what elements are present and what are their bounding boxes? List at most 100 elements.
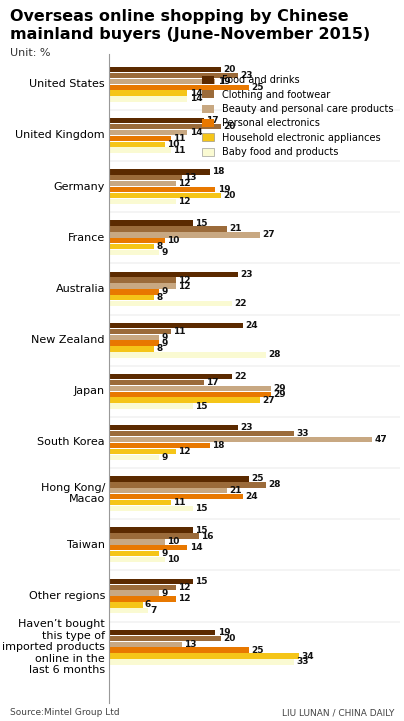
Text: 9: 9 [162, 588, 168, 598]
Bar [109, 557, 165, 562]
Text: 12: 12 [179, 180, 191, 188]
Bar [109, 335, 160, 340]
Text: 10: 10 [167, 140, 180, 149]
Bar [109, 454, 160, 460]
Text: 29: 29 [274, 390, 286, 399]
Bar [109, 482, 266, 487]
Bar [109, 272, 238, 277]
Text: 33: 33 [296, 429, 308, 438]
Bar [109, 199, 176, 204]
Text: 20: 20 [223, 122, 236, 131]
Text: 17: 17 [206, 378, 219, 387]
Text: 13: 13 [184, 640, 196, 649]
Bar [109, 79, 215, 84]
Bar [109, 500, 170, 505]
Text: 12: 12 [179, 447, 191, 456]
Bar [109, 534, 199, 539]
Bar [109, 289, 160, 295]
Text: 19: 19 [218, 628, 230, 637]
Bar [109, 193, 221, 198]
Bar [109, 278, 176, 283]
Text: Overseas online shopping by Chinese
mainland buyers (June-November 2015): Overseas online shopping by Chinese main… [10, 9, 370, 42]
Text: 28: 28 [268, 350, 280, 359]
Bar [109, 73, 238, 78]
Text: 19: 19 [218, 77, 230, 86]
Bar [109, 437, 372, 442]
Bar [109, 374, 232, 379]
Bar [109, 636, 221, 641]
Bar [109, 187, 215, 193]
Text: 11: 11 [173, 146, 185, 155]
Text: 27: 27 [262, 230, 275, 239]
Text: 9: 9 [162, 332, 168, 342]
Bar [109, 551, 160, 557]
Text: 24: 24 [246, 321, 258, 330]
Text: 23: 23 [240, 71, 252, 80]
Text: 34: 34 [301, 652, 314, 660]
Text: 12: 12 [179, 197, 191, 205]
Bar [109, 169, 210, 174]
Bar [109, 238, 165, 244]
Text: 24: 24 [246, 492, 258, 501]
Text: LIU LUNAN / CHINA DAILY: LIU LUNAN / CHINA DAILY [282, 709, 394, 717]
Text: 15: 15 [195, 526, 208, 535]
Text: 15: 15 [195, 402, 208, 410]
Text: 15: 15 [195, 218, 208, 228]
Text: 18: 18 [212, 441, 225, 450]
Bar [109, 596, 176, 601]
Bar [109, 585, 176, 590]
Bar [109, 141, 165, 147]
Text: 17: 17 [206, 116, 219, 125]
Text: 19: 19 [218, 185, 230, 194]
Bar [109, 579, 193, 584]
Text: 13: 13 [184, 173, 196, 182]
Text: 7: 7 [150, 606, 157, 615]
Text: 9: 9 [162, 453, 168, 461]
Text: 15: 15 [195, 577, 208, 585]
Bar [109, 295, 154, 301]
Bar [109, 232, 260, 237]
Text: 16: 16 [201, 531, 213, 541]
Text: 12: 12 [179, 583, 191, 592]
Bar [109, 392, 271, 397]
Text: 11: 11 [173, 498, 185, 507]
Text: 12: 12 [179, 594, 191, 603]
Text: 47: 47 [374, 435, 387, 444]
Bar [109, 528, 193, 533]
Bar [109, 630, 215, 635]
Bar [109, 477, 249, 482]
Text: 12: 12 [179, 281, 191, 291]
Bar [109, 329, 170, 334]
Bar [109, 425, 238, 430]
Bar [109, 118, 204, 123]
Text: 21: 21 [229, 224, 241, 234]
Bar [109, 488, 227, 493]
Text: 9: 9 [162, 549, 168, 558]
Bar [109, 244, 154, 249]
Text: 18: 18 [212, 167, 225, 177]
Bar [109, 175, 182, 180]
Bar [109, 386, 271, 391]
Bar [109, 380, 204, 385]
Text: 11: 11 [173, 327, 185, 336]
Text: 10: 10 [167, 555, 180, 564]
Text: 25: 25 [251, 645, 264, 655]
Text: 27: 27 [262, 396, 275, 404]
Text: 11: 11 [173, 134, 185, 143]
Bar [109, 642, 182, 647]
Text: 8: 8 [156, 293, 162, 302]
Bar [109, 653, 299, 659]
Bar [109, 97, 187, 102]
Text: 33: 33 [296, 658, 308, 666]
Bar [109, 90, 187, 96]
Bar [109, 323, 243, 328]
Text: 14: 14 [189, 89, 202, 97]
Bar [109, 505, 193, 511]
Bar [109, 181, 176, 186]
Text: 10: 10 [167, 537, 180, 547]
Bar [109, 124, 221, 129]
Bar [109, 602, 143, 608]
Text: 22: 22 [234, 299, 247, 308]
Text: 10: 10 [167, 236, 180, 245]
Text: 9: 9 [162, 288, 168, 296]
